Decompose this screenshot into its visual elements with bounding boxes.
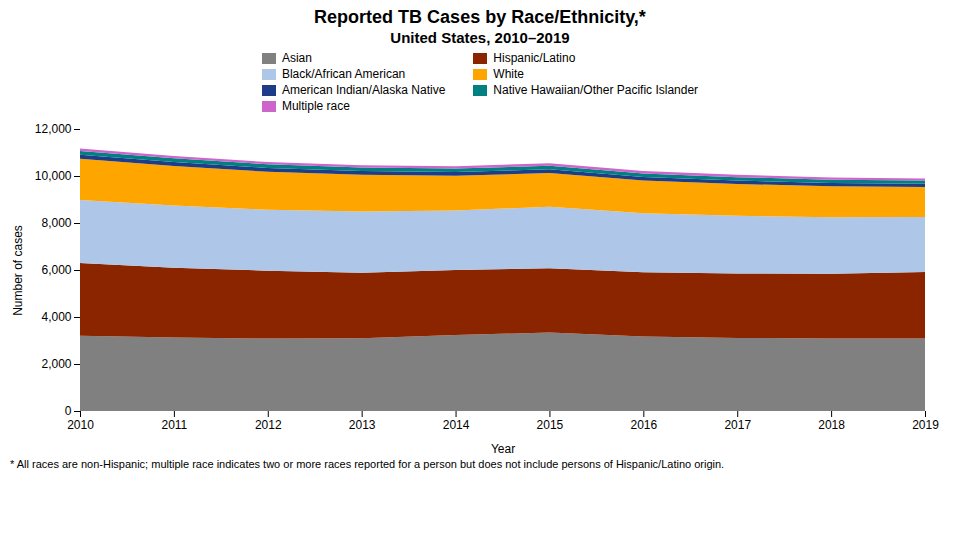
html-text:Reported TB Cases by Race/Ethn: Reported TB Cases by Race/Ethnicity,* (314, 7, 646, 27)
svg-text:2019: 2019 (912, 418, 939, 432)
svg-text:0: 0 (65, 405, 72, 419)
svg-text:2015: 2015 (537, 418, 564, 432)
svg-text:2012: 2012 (255, 418, 282, 432)
svg-text:2,000: 2,000 (41, 358, 71, 372)
svg-text:12,000: 12,000 (35, 123, 72, 137)
html-text:Hispanic/Latino: Hispanic/Latino (493, 51, 576, 66)
svg-text:2011: 2011 (161, 418, 187, 432)
html-text:* All races are non-Hispanic;: * All races are non-Hispanic; multiple r… (10, 458, 725, 471)
html-text:Black/African American: Black/African American (281, 67, 406, 82)
svg-text:8,000: 8,000 (41, 217, 71, 231)
svg-text:2013: 2013 (349, 418, 376, 432)
svg-text:2014: 2014 (443, 418, 470, 432)
svg-text:6,000: 6,000 (41, 264, 71, 278)
svg-text:2017: 2017 (724, 418, 751, 432)
svg-text:2010: 2010 (67, 418, 94, 432)
html-text:White: White (493, 67, 524, 82)
html-text:United States, 2010–2019: United States, 2010–2019 (390, 28, 570, 46)
html-text:American Indian/Alaska Native: American Indian/Alaska Native (281, 83, 446, 98)
html-text:Native Hawaiian/Other Pacific: Native Hawaiian/Other Pacific Islander (493, 83, 699, 98)
html-text:Multiple race: Multiple race (281, 99, 350, 114)
svg-text:2016: 2016 (630, 418, 657, 432)
html-text:Asian: Asian (281, 51, 312, 66)
svg-text:Number of cases: Number of cases (11, 225, 25, 316)
svg-text:Year: Year (491, 442, 515, 456)
svg-text:2018: 2018 (818, 418, 845, 432)
svg-text:4,000: 4,000 (41, 311, 71, 325)
svg-text:10,000: 10,000 (35, 170, 72, 184)
